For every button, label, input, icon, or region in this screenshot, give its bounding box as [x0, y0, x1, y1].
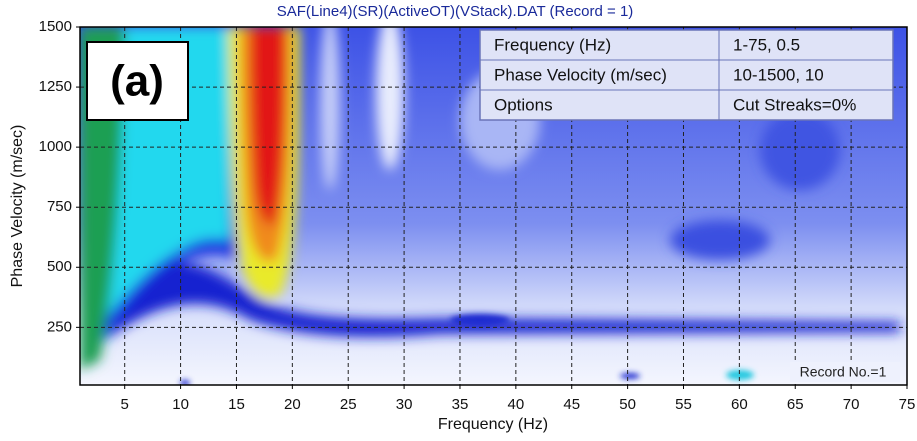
x-tick-label: 75	[899, 396, 916, 413]
y-tick-label: 1250	[39, 78, 72, 95]
y-tick-label: 250	[47, 318, 72, 335]
x-tick-label: 50	[619, 396, 636, 413]
x-tick-label: 10	[172, 396, 189, 413]
x-tick-label: 45	[563, 396, 580, 413]
plot-frame	[79, 26, 908, 386]
x-axis-label: Frequency (Hz)	[438, 416, 548, 433]
y-tick-label: 1500	[39, 18, 72, 35]
x-tick-label: 40	[508, 396, 525, 413]
info-cell: Options	[494, 95, 553, 114]
x-tick-label: 30	[396, 396, 413, 413]
x-tick-label: 35	[452, 396, 469, 413]
y-tick-label: 750	[47, 198, 72, 215]
chart-title: SAF(Line4)(SR)(ActiveOT)(VStack).DAT (Re…	[277, 3, 634, 20]
record-note-box	[790, 362, 900, 382]
x-tick-label: 65	[787, 396, 804, 413]
info-cell: 1-75, 0.5	[733, 35, 800, 54]
info-cell: Cut Streaks=0%	[733, 95, 856, 114]
record-note: Record No.=1	[800, 364, 887, 380]
x-tick-label: 55	[675, 396, 692, 413]
x-tick-label: 70	[843, 396, 860, 413]
y-tick-label: 1000	[39, 138, 72, 155]
info-cell: Phase Velocity (m/sec)	[494, 65, 667, 84]
info-table-bg	[479, 29, 894, 121]
x-tick-label: 15	[228, 396, 245, 413]
x-tick-label: 20	[284, 396, 301, 413]
panel-label-box	[86, 41, 189, 121]
info-table: Frequency (Hz) 1-75, 0.5 Phase Velocity (m…	[479, 29, 894, 121]
x-tick-label: 5	[121, 396, 129, 413]
panel-label: (a)	[110, 57, 164, 106]
info-cell: 10-1500, 10	[733, 65, 824, 84]
x-tick-label: 60	[731, 396, 748, 413]
y-axis-label: Phase Velocity (m/sec)	[9, 125, 26, 288]
y-tick-label: 500	[47, 258, 72, 275]
info-cell: Frequency (Hz)	[494, 35, 611, 54]
x-tick-label: 25	[340, 396, 357, 413]
